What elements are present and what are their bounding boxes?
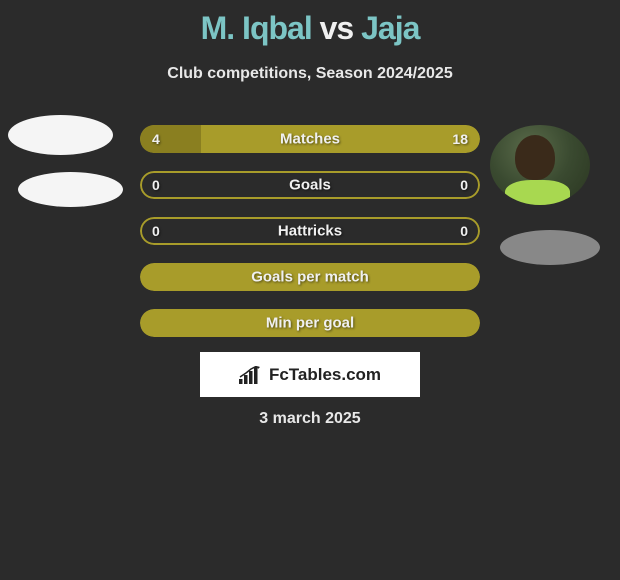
stat-bar-row: Min per goal xyxy=(140,309,480,337)
fctables-branding: FcTables.com xyxy=(200,352,420,397)
player2-name: Jaja xyxy=(361,10,419,46)
subtitle: Club competitions, Season 2024/2025 xyxy=(0,65,620,83)
player2-avatar xyxy=(490,125,590,205)
player1-team-placeholder xyxy=(18,172,123,207)
stat-bar-row: Matches 4 18 xyxy=(140,125,480,153)
stat-value-right: 0 xyxy=(460,177,468,193)
stats-bars: Matches 4 18 Goals 0 0 Hattricks 0 0 Goals per ma… xyxy=(140,125,480,355)
player2-team-placeholder xyxy=(500,230,600,265)
comparison-title: M. Iqbal vs Jaja xyxy=(0,0,620,47)
fctables-icon xyxy=(239,366,263,384)
stat-label: Goals per match xyxy=(251,269,369,286)
title-separator: vs xyxy=(312,10,361,46)
fctables-label: FcTables.com xyxy=(269,365,381,385)
stat-label: Min per goal xyxy=(266,315,354,332)
stat-label: Hattricks xyxy=(278,223,342,240)
stat-bar-row: Goals 0 0 xyxy=(140,171,480,199)
player1-name: M. Iqbal xyxy=(201,10,312,46)
stat-bar-row: Goals per match xyxy=(140,263,480,291)
stat-label: Matches xyxy=(280,131,340,148)
stat-value-left: 0 xyxy=(152,223,160,239)
stat-value-right: 18 xyxy=(452,131,468,147)
stat-value-left: 0 xyxy=(152,177,160,193)
stat-value-right: 0 xyxy=(460,223,468,239)
stat-label: Goals xyxy=(289,177,331,194)
player1-avatar-placeholder xyxy=(8,115,113,155)
stat-bar-row: Hattricks 0 0 xyxy=(140,217,480,245)
date-label: 3 march 2025 xyxy=(0,410,620,428)
stat-value-left: 4 xyxy=(152,131,160,147)
